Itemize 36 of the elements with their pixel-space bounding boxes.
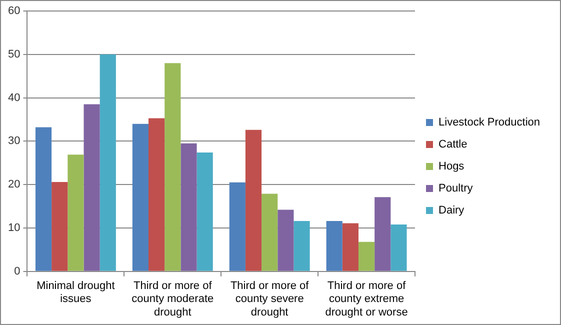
y-tick-label: 10 (8, 222, 20, 234)
y-tick-label: 20 (8, 178, 20, 191)
y-tick-label: 40 (8, 92, 20, 104)
bar (132, 124, 149, 271)
legend-label: Cattle (438, 138, 468, 151)
bar (245, 130, 262, 271)
bar (164, 63, 181, 271)
x-tick-label: Third or more of county extreme drought or worse (325, 280, 408, 318)
legend-label: Dairy (438, 204, 465, 217)
y-tick-label: 60 (8, 5, 20, 18)
y-tick-label: 0 (14, 265, 20, 278)
bar (35, 127, 52, 271)
bar (294, 221, 310, 271)
bar (229, 182, 246, 271)
bar (180, 143, 197, 271)
bar (100, 54, 116, 271)
x-tick-label: Minimal drought issues (36, 280, 115, 306)
bar (52, 182, 68, 271)
bar (278, 210, 294, 271)
x-tick-label: Third or more of county moderate drought (132, 280, 214, 318)
bar (358, 242, 375, 271)
y-tick-label: 50 (8, 48, 20, 60)
bar (262, 194, 278, 271)
legend-label: Livestock Production (438, 116, 540, 129)
legend-label: Poultry (438, 182, 474, 195)
x-tick-label: Third or more of county severe drought (230, 280, 310, 318)
bar (342, 223, 358, 271)
bar (68, 154, 84, 271)
bar (84, 104, 100, 271)
legend-label: Hogs (438, 160, 465, 173)
bar (374, 197, 391, 271)
bar (196, 152, 213, 271)
bar (390, 224, 407, 271)
y-tick-label: 30 (8, 135, 20, 148)
bar (326, 221, 342, 271)
bar (148, 118, 165, 271)
